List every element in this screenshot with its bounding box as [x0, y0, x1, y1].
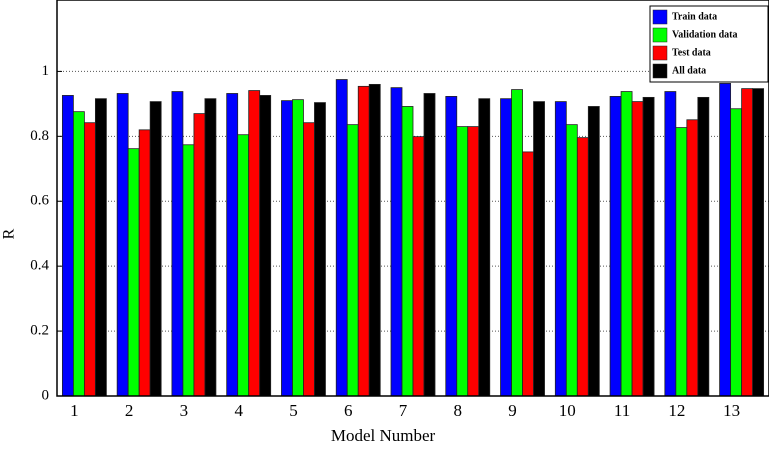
bar — [576, 137, 589, 397]
bar — [423, 93, 436, 397]
bar — [565, 124, 578, 397]
bar — [237, 134, 250, 397]
legend-swatch — [652, 63, 668, 79]
bar — [467, 126, 480, 397]
legend-label: Train data — [672, 11, 717, 22]
y-tick-label: 0.8 — [30, 128, 49, 144]
y-tick-label: 0.4 — [30, 258, 49, 274]
legend: Train data Validation data Test data All da… — [649, 5, 769, 83]
bar — [478, 98, 491, 397]
bar — [686, 119, 699, 397]
x-tick-label: 2 — [125, 401, 134, 420]
bar — [357, 85, 370, 397]
bar — [346, 124, 359, 397]
bar — [292, 99, 304, 397]
bar — [61, 95, 74, 397]
bar — [752, 88, 765, 397]
x-tick-label: 10 — [559, 401, 576, 420]
bar — [500, 98, 512, 397]
x-tick-label: 4 — [234, 401, 243, 420]
x-axis-label: Model Number — [331, 426, 436, 445]
bar — [83, 122, 96, 397]
bar — [116, 93, 129, 397]
x-tick-label: 3 — [180, 401, 189, 420]
bar — [412, 136, 425, 397]
bar — [620, 91, 633, 397]
plot-frame — [56, 0, 769, 397]
legend-swatch — [652, 45, 668, 61]
bar — [664, 91, 677, 397]
bar — [741, 88, 754, 397]
legend-box — [649, 5, 769, 83]
bar — [314, 102, 326, 397]
bar — [72, 111, 85, 397]
x-tick-label: 12 — [668, 401, 685, 420]
bar — [193, 113, 206, 397]
legend-swatch — [652, 27, 668, 43]
bar — [182, 144, 195, 397]
x-tick-label: 11 — [614, 401, 630, 420]
y-tick-label: 0.2 — [30, 323, 49, 339]
bar — [390, 87, 403, 397]
bar — [94, 98, 107, 397]
bar — [642, 96, 655, 397]
bar — [675, 127, 688, 397]
bar — [138, 129, 151, 397]
x-tick-label: 6 — [344, 401, 353, 420]
bar — [511, 89, 523, 397]
legend-label: All data — [672, 65, 706, 76]
bar — [281, 100, 293, 397]
bar — [303, 122, 315, 397]
bar — [401, 106, 414, 397]
bar — [719, 83, 732, 397]
legend-label: Test data — [672, 47, 711, 58]
bar — [248, 90, 261, 397]
bar — [368, 83, 381, 397]
y-tick-label: 1 — [42, 63, 50, 79]
x-tick-label: 1 — [70, 401, 79, 420]
bar — [127, 148, 140, 397]
bar — [259, 95, 272, 397]
bar — [445, 96, 458, 397]
bar — [697, 96, 710, 397]
bar — [171, 91, 184, 397]
y-tick-label: 0.6 — [30, 193, 49, 209]
bar — [730, 108, 743, 397]
bar — [522, 151, 534, 397]
x-tick-label: 7 — [399, 401, 408, 420]
bar — [226, 93, 239, 397]
bar — [149, 101, 162, 397]
bar — [533, 101, 545, 397]
x-tick-label: 5 — [289, 401, 298, 420]
x-tick-label: 8 — [454, 401, 463, 420]
bar — [587, 106, 600, 397]
x-tick-label: 13 — [723, 401, 740, 420]
legend-swatch — [652, 9, 668, 25]
y-axis-label: R — [1, 228, 18, 239]
bar — [456, 126, 469, 397]
bar — [609, 96, 622, 397]
bar — [631, 101, 644, 397]
legend-label: Validation data — [672, 29, 737, 40]
y-tick-label: 0 — [42, 387, 50, 403]
bar — [554, 101, 567, 397]
bar — [204, 98, 217, 397]
x-tick-label: 9 — [508, 401, 517, 420]
bar — [335, 79, 348, 397]
